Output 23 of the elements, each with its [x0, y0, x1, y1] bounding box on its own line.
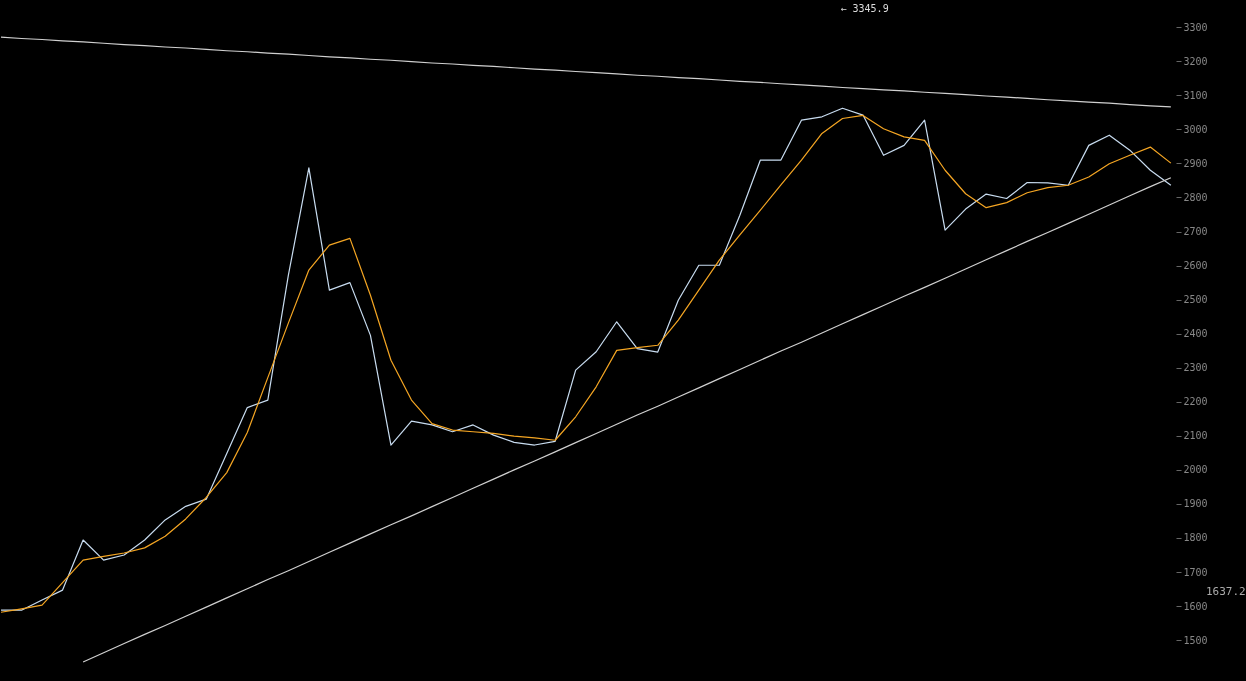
- line-series: [0, 36, 1172, 108]
- y-tick-label: 2800: [1183, 191, 1208, 203]
- y-tick-label: 1700: [1183, 566, 1208, 578]
- y-tick-label: 3100: [1183, 89, 1208, 101]
- y-tick-label: 1800: [1183, 532, 1208, 544]
- y-tick-label: 1600: [1183, 600, 1208, 612]
- y-tick-label: 2500: [1183, 294, 1208, 306]
- y-tick-label: 3300: [1183, 21, 1208, 33]
- y-tick-label: 1900: [1183, 498, 1208, 510]
- text: 1637.2: [1206, 585, 1246, 598]
- y-tick-label: 2100: [1183, 430, 1208, 442]
- y-tick-label: 2900: [1183, 157, 1208, 169]
- y-tick-label: 2000: [1183, 464, 1208, 476]
- y-tick-label: 3000: [1183, 123, 1208, 135]
- y-tick-label: 2200: [1183, 396, 1208, 408]
- y-tick-label: 2400: [1183, 328, 1208, 340]
- line-series: [82, 177, 1172, 663]
- y-tick-label: 2300: [1183, 362, 1208, 374]
- annotation: ← 3345.9: [840, 3, 889, 14]
- y-tick-label: 2600: [1183, 260, 1208, 272]
- y-tick-label: 2700: [1183, 226, 1208, 238]
- y-tick-label: 3200: [1183, 55, 1208, 67]
- y-tick-label: 1500: [1183, 634, 1208, 646]
